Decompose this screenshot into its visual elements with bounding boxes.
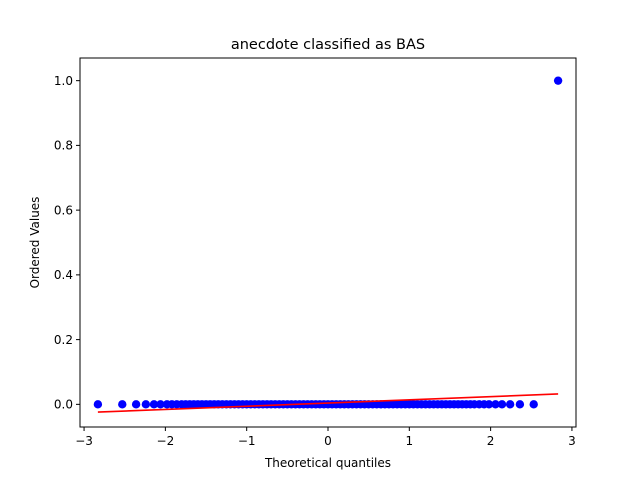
x-tick-label: 0 (324, 434, 332, 448)
x-tick-label: −1 (238, 434, 256, 448)
y-tick-label: 0.8 (54, 139, 73, 153)
data-point (484, 400, 494, 409)
fit-line (97, 393, 559, 413)
x-axis-ticks: −3 −2 −1 0 1 2 3 (75, 427, 576, 448)
data-point (529, 400, 538, 409)
data-point (118, 400, 127, 409)
data-point (131, 400, 141, 409)
chart-title: anecdote classified as BAS (231, 37, 425, 53)
data-point (553, 76, 563, 85)
y-tick-label: 0.0 (54, 398, 73, 412)
y-tick-label: 0.2 (54, 333, 73, 347)
y-tick-label: 1.0 (54, 74, 73, 88)
data-point (515, 400, 525, 409)
y-axis-label: Ordered Values (28, 197, 42, 289)
data-point (156, 400, 165, 409)
x-tick-label: 1 (405, 434, 413, 448)
plot-area-frame (79, 57, 577, 428)
x-tick-label: 3 (568, 434, 576, 448)
x-tick-label: 2 (487, 434, 495, 448)
data-point (505, 400, 515, 409)
x-tick-label: −3 (75, 434, 93, 448)
data-point (93, 400, 103, 409)
data-point (149, 400, 159, 409)
y-tick-label: 0.4 (54, 268, 73, 282)
y-tick-label: 0.6 (54, 203, 73, 217)
data-point (491, 400, 500, 409)
data-point (497, 400, 507, 409)
x-axis-label: Theoretical quantiles (264, 456, 391, 470)
fit-line-layer (97, 393, 559, 413)
y-axis-ticks: 0.0 0.2 0.4 0.6 0.8 1.0 (54, 74, 80, 412)
data-points (93, 76, 563, 409)
x-tick-label: −2 (157, 434, 175, 448)
data-point (141, 400, 151, 409)
